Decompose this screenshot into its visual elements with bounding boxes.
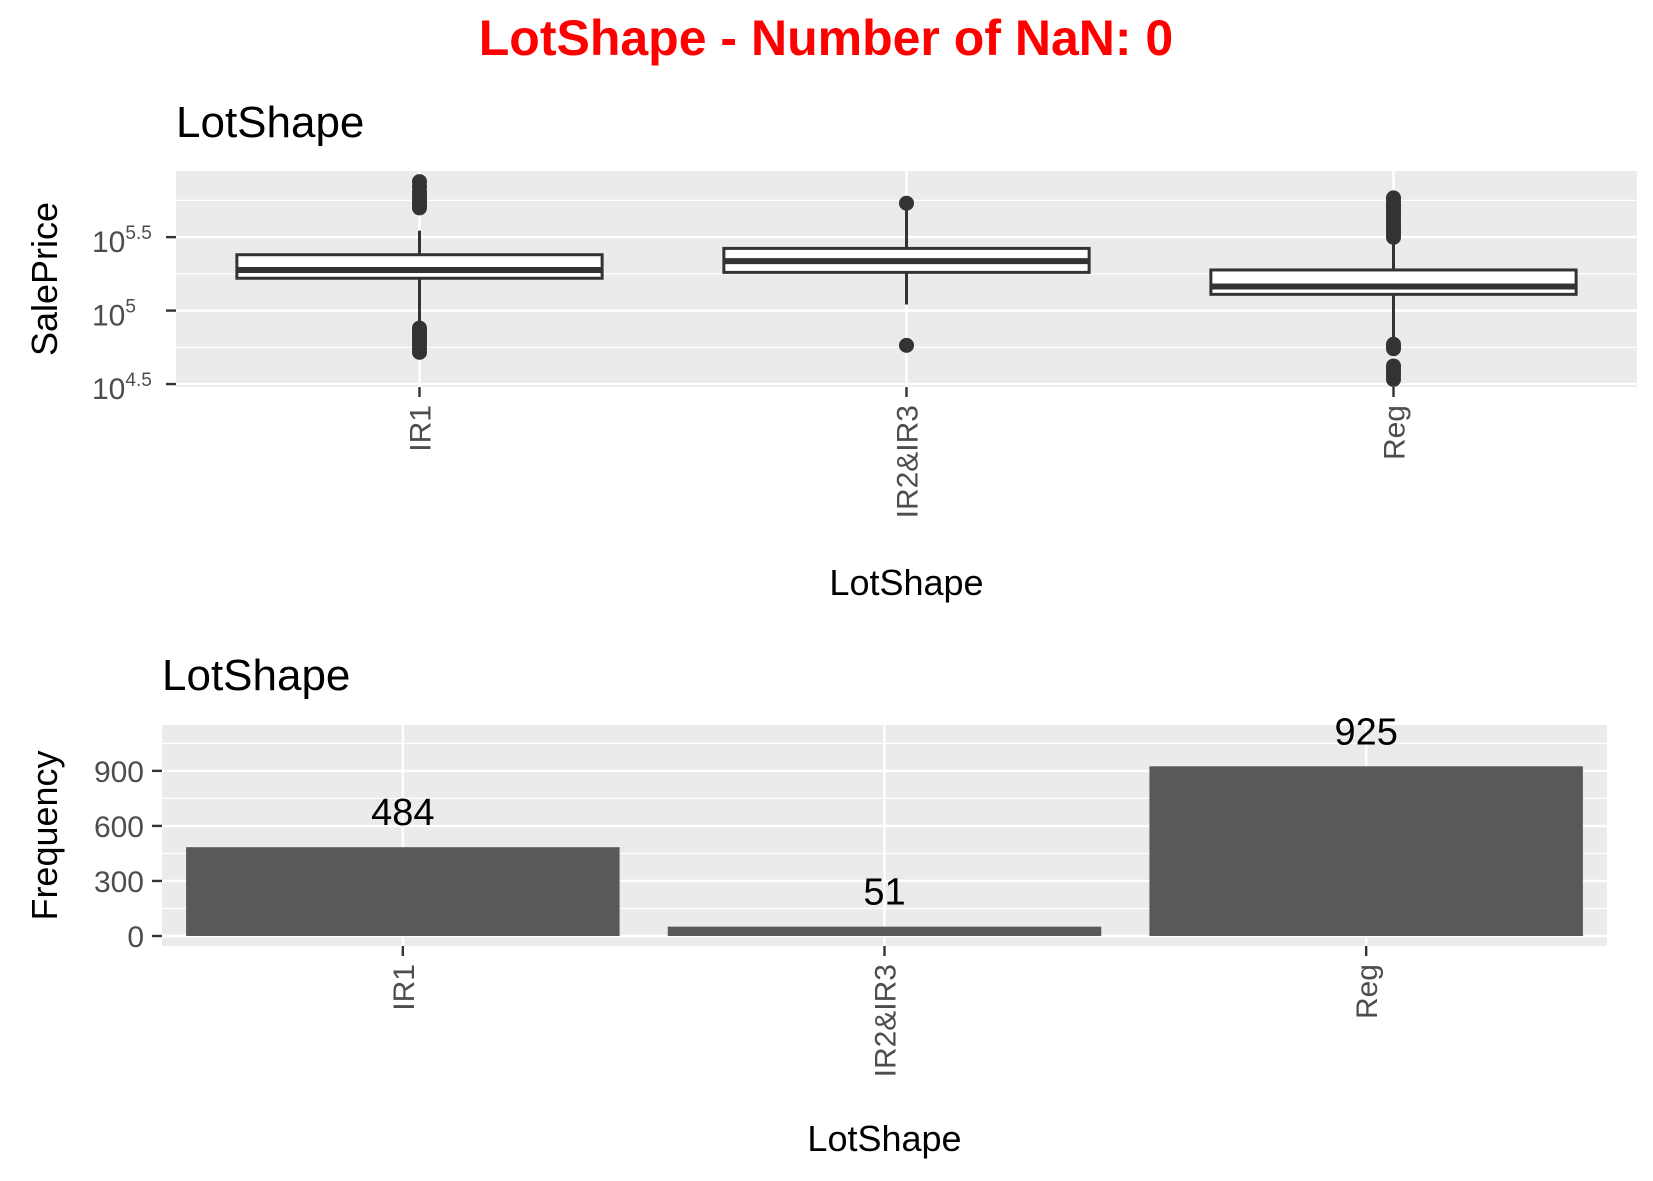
bar-plot-marks: 484 51 925	[186, 711, 1583, 936]
bar-y-tick-label: 600	[94, 811, 144, 844]
box-iqr-rect	[235, 253, 604, 280]
box-y-tick-exponent: 5	[125, 297, 136, 318]
bar-value-label: 484	[371, 792, 434, 834]
box-x-axis-label: LotShape	[829, 562, 983, 603]
bar-x-tick-label: Reg	[1351, 964, 1384, 1019]
box-outlier-point	[1386, 336, 1401, 352]
bar-ir1	[186, 847, 620, 936]
box-outlier-point	[412, 320, 427, 336]
main-title: LotShape - Number of NaN: 0	[479, 10, 1173, 66]
bar-ir2-ir3	[667, 926, 1102, 936]
box-outlier-point	[1386, 190, 1401, 206]
box-x-tick-label: Reg	[1379, 405, 1412, 460]
box-chart-title: LotShape	[176, 98, 364, 147]
bar-x-tick-label: IR1	[388, 964, 421, 1011]
bar-value-label: 925	[1334, 711, 1397, 753]
box-plot-marks	[235, 174, 1578, 387]
box-iqr-rect	[1209, 268, 1578, 296]
box-outlier-point	[1386, 358, 1401, 374]
bar-y-tick-label: 300	[94, 866, 144, 899]
bar-chart-title: LotShape	[162, 651, 350, 700]
bar-x-tick-label: IR2&IR3	[870, 964, 903, 1077]
box-outlier-point	[899, 337, 914, 353]
bar-plot-axes: 0 300 600 900 IR1 IR2&IR3 Reg	[94, 756, 1384, 1078]
bar-reg	[1149, 766, 1583, 936]
bar-value-label: 51	[863, 872, 905, 914]
frequency-bar-chart: LotShape 484 51 925 0 300 600 900 IR1 IR2&IR3 Re…	[24, 651, 1607, 1159]
box-x-tick-label: IR1	[405, 405, 438, 452]
box-x-tick-label: IR2&IR3	[892, 405, 925, 518]
bar-y-axis-label: Frequency	[24, 750, 65, 920]
box-y-axis-label: SalePrice	[24, 202, 65, 356]
box-outlier-point	[412, 174, 427, 190]
box-outlier-point	[899, 195, 914, 211]
box-y-tick-exponent: 4.5	[125, 370, 151, 391]
bar-y-tick-label: 0	[127, 921, 144, 954]
bar-x-axis-label: LotShape	[807, 1118, 961, 1159]
box-y-tick-exponent: 5.5	[125, 223, 151, 244]
bar-y-tick-label: 900	[94, 756, 144, 789]
